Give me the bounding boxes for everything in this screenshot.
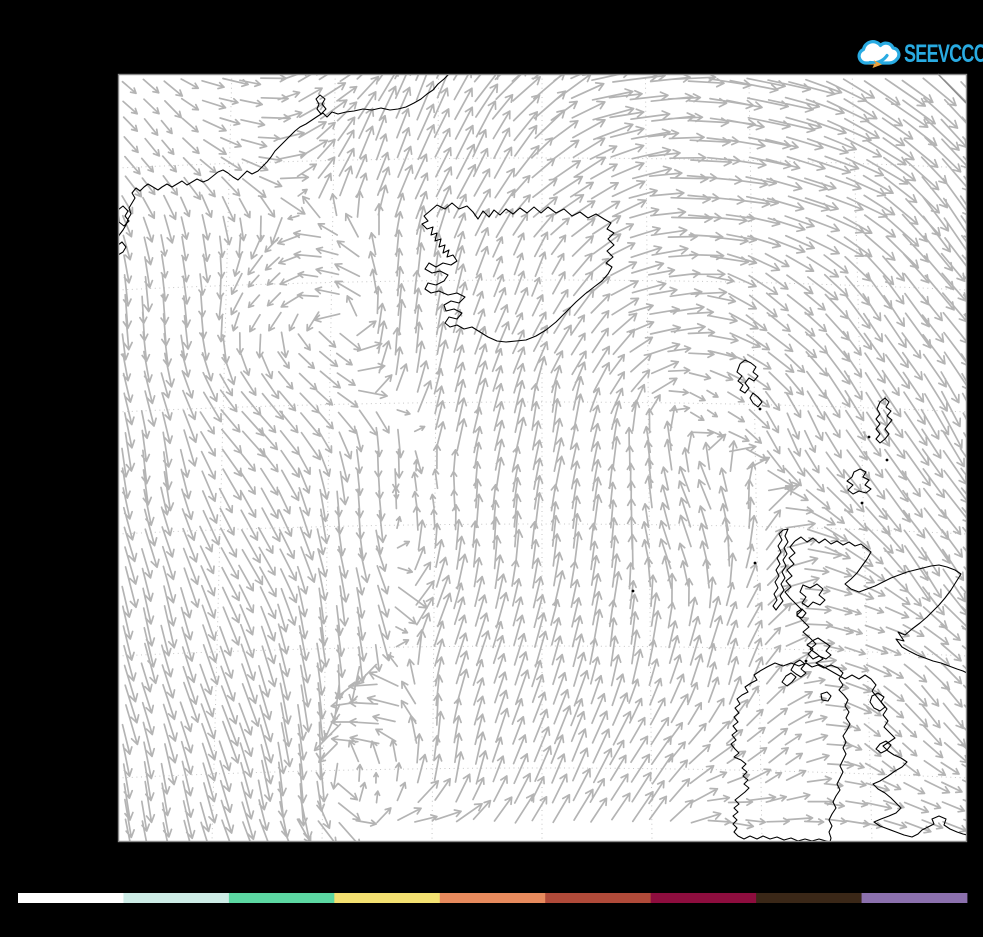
wind-vector-arrows	[120, 74, 967, 842]
logo-wordmark: SEEVCCC	[904, 40, 983, 68]
coastline-great-britain-west-coast	[784, 540, 967, 838]
colorbar-segment-5	[439, 893, 546, 903]
seevccc-logo: SEEVCCC	[857, 38, 983, 70]
projection-corner-edge	[937, 73, 967, 104]
coastline-mull	[806, 637, 832, 660]
coastline-orkney	[846, 468, 872, 495]
coastline-greenland-fjord-islet	[315, 94, 327, 115]
colorbar-segment-9	[861, 893, 968, 903]
coastline-great-britain-east-coast	[794, 536, 967, 674]
coastline-greenland-coast-islands	[118, 205, 130, 256]
colorbar-segment-2	[123, 893, 230, 903]
coastline-islay-jura	[781, 659, 807, 687]
coastline-shetland	[875, 397, 893, 444]
coastline-iceland	[421, 202, 615, 343]
colorbar-segment-6	[545, 893, 652, 903]
coastline-isle-of-man	[869, 692, 886, 712]
coastlines-layer	[118, 74, 967, 842]
colorbar-segment-3	[228, 893, 335, 903]
coastline-greenland-coast	[118, 74, 450, 238]
colorbar-segment-8	[756, 893, 862, 903]
coastline-faroe-islands	[736, 359, 763, 408]
coastline-ireland	[730, 662, 851, 842]
colorbar-segment-7	[650, 893, 757, 903]
coastline-anglesey	[875, 740, 892, 754]
map-frame-border	[117, 73, 968, 843]
coastline-lough-neagh	[820, 691, 832, 702]
colorbar-segment-4	[334, 893, 441, 903]
coastline-outer-hebrides	[772, 528, 789, 611]
colorbar-scale	[18, 893, 968, 903]
cloud-with-arrow-icon	[857, 39, 901, 68]
colorbar-segment-1	[18, 893, 124, 903]
